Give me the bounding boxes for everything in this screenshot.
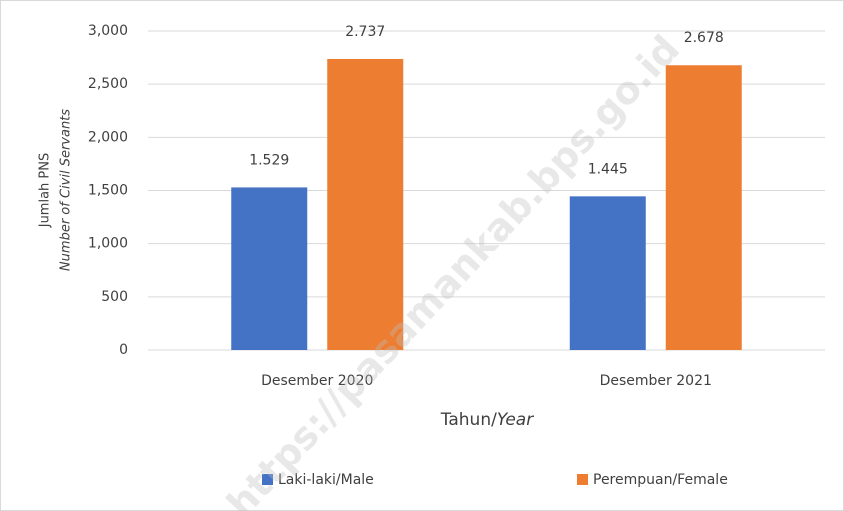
x-tick-label: Desember 2021 [600,373,712,389]
data-label: 2.678 [684,30,724,46]
x-tick-label: Desember 2020 [261,373,373,389]
y-axis-label: Number of Civil Servants [59,109,74,271]
legend-label: Perempuan/Female [593,472,728,488]
data-label: 1.529 [249,152,289,168]
y-tick-label: 3,000 [88,23,128,39]
bar [327,58,404,350]
y-tick-label: 0 [119,342,128,358]
x-axis-label-part: Tahun/ [440,410,497,430]
data-label: 1.445 [588,161,628,177]
x-axis-label: Tahun/Year [440,410,534,430]
y-tick-label: 500 [101,289,128,305]
bar [231,187,308,350]
legend-swatch [577,474,588,485]
bar [665,65,742,351]
x-axis-label-part: Year [497,410,534,430]
legend-swatch [262,474,273,485]
y-tick-label: 2,000 [88,129,128,145]
legend-label: Laki-laki/Male [278,472,374,488]
data-label: 2.737 [345,24,385,40]
y-tick-label: 2,500 [88,76,128,92]
y-tick-label: 1,500 [88,183,128,199]
y-axis-label: Jumlah PNS [38,153,53,229]
bar [569,196,646,350]
y-tick-label: 1,000 [88,236,128,252]
